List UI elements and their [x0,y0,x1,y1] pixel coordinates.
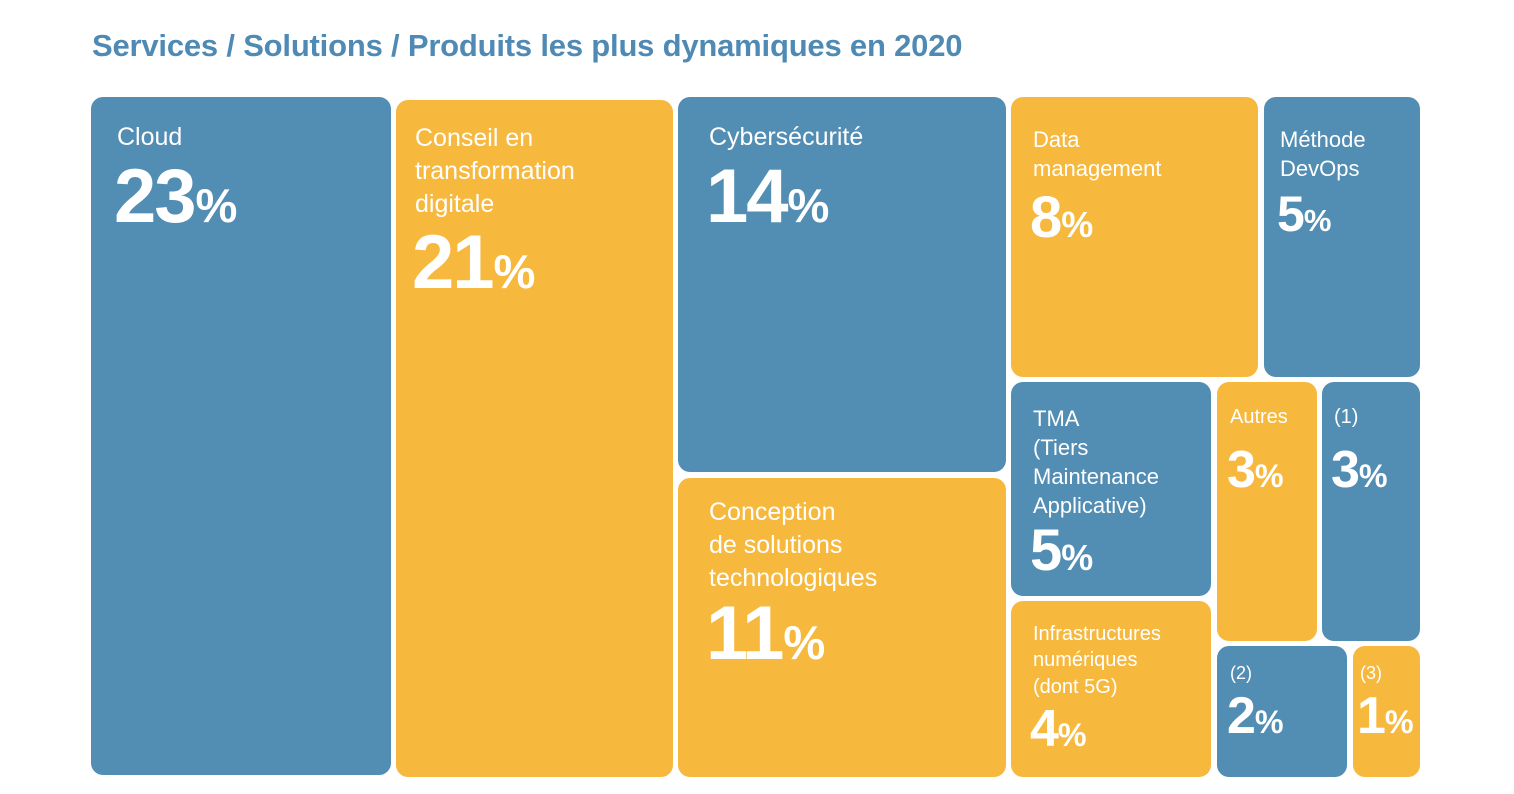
tile-value: 3% [1331,444,1388,502]
treemap-tile: Conception de solutions technologiques 11… [678,478,1006,777]
tile-value-number: 3 [1331,441,1360,499]
tile-value-unit: % [493,245,536,298]
tile-value: 5% [1030,522,1093,587]
tile-value: 5% [1277,189,1331,246]
tile-label: Cybersécurité [709,123,864,151]
tile-value-number: 3 [1227,441,1256,499]
tile-value-unit: % [1061,537,1094,578]
treemap-tile: TMA (Tiers Maintenance Applicative) 5% [1011,382,1211,596]
tile-value: 11% [706,596,825,681]
tile-value-number: 21 [412,220,495,305]
tile-value-unit: % [195,179,238,232]
tile-label: Autres [1230,406,1288,428]
treemap-tile: Cloud 23% [91,97,391,775]
tile-label: Conception de solutions technologiques [709,498,878,592]
treemap-tile: Méthode DevOps 5% [1264,97,1420,377]
treemap-tile: Data management 8% [1011,97,1258,377]
tile-value-number: 23 [114,154,197,239]
tile-value-unit: % [1384,704,1414,740]
tile-value: 8% [1030,189,1093,254]
tile-value-number: 11 [706,591,784,676]
tile-value-unit: % [1061,204,1094,245]
treemap-tile: (1) 3% [1322,382,1420,641]
tile-label: (3) [1360,663,1382,683]
tile-value: 3% [1227,444,1284,502]
tile-value-number: 8 [1030,185,1062,250]
tile-value: 21% [412,225,535,310]
tile-value-number: 1 [1357,687,1386,745]
tile-value: 4% [1030,703,1087,761]
treemap-tile: Infrastructures numériques (dont 5G) 4% [1011,601,1211,777]
tile-label: Méthode DevOps [1280,127,1366,182]
tile-value-unit: % [1254,704,1284,740]
tile-value: 14% [706,159,829,244]
treemap-tile: Autres 3% [1217,382,1317,641]
tile-label: TMA (Tiers Maintenance Applicative) [1033,406,1159,519]
tile-value-number: 2 [1227,687,1256,745]
tile-label: Conseil en transformation digitale [415,124,575,218]
treemap-tile: Conseil en transformation digitale 21% [396,100,673,777]
tile-value-unit: % [1057,717,1087,753]
tile-value-number: 4 [1030,700,1059,758]
tile-value-unit: % [1303,203,1332,238]
treemap-tile: (3) 1% [1353,646,1420,777]
tile-label: Data management [1033,127,1162,182]
tile-label: Infrastructures numériques (dont 5G) [1033,623,1161,698]
tile-label: (1) [1334,406,1359,428]
tile-value-number: 5 [1030,518,1062,583]
tile-value-unit: % [1358,458,1388,494]
tile-value-unit: % [787,179,830,232]
tile-label: Cloud [117,123,183,151]
treemap-tile: (2) 2% [1217,646,1347,777]
tile-value-unit: % [1254,458,1284,494]
tile-value-number: 14 [706,154,789,239]
tile-value-unit: % [783,616,826,669]
treemap-tile: Cybersécurité 14% [678,97,1006,472]
tile-value-number: 5 [1277,186,1305,242]
tile-label: (2) [1230,663,1252,683]
chart-title: Services / Solutions / Produits les plus… [92,28,963,63]
tile-value: 2% [1227,690,1284,748]
tile-value: 23% [114,159,237,244]
tile-value: 1% [1357,690,1414,748]
